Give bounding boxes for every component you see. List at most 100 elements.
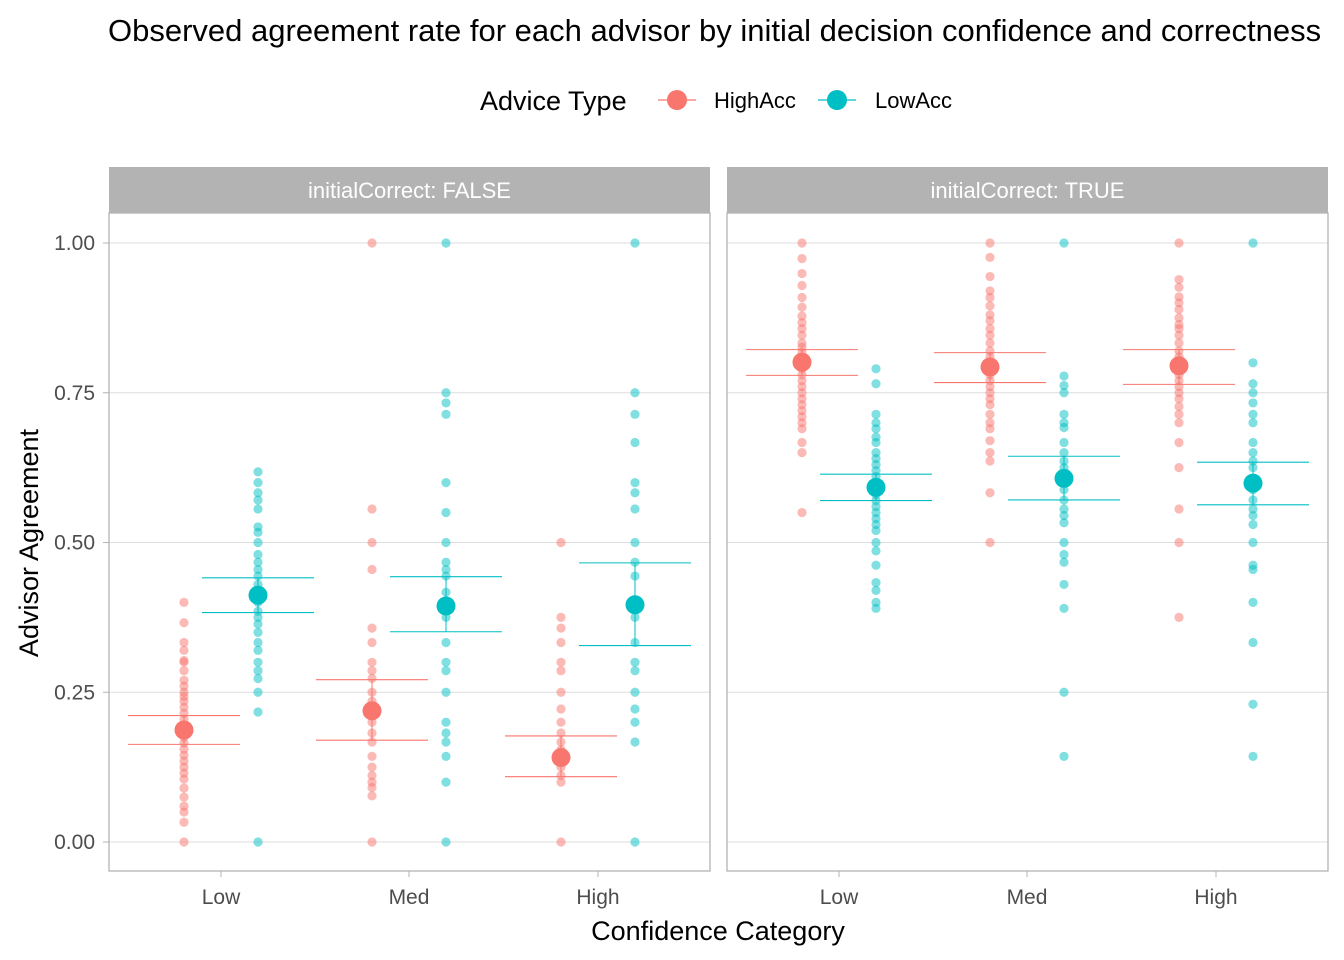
series-lowacc bbox=[202, 238, 691, 847]
mean-point bbox=[1243, 473, 1263, 493]
data-point bbox=[985, 400, 995, 410]
data-point bbox=[441, 478, 451, 488]
data-point bbox=[1059, 437, 1069, 448]
data-point bbox=[630, 537, 640, 548]
data-point bbox=[179, 817, 189, 827]
data-point bbox=[985, 316, 995, 326]
data-point bbox=[367, 673, 377, 684]
data-point bbox=[1248, 388, 1258, 398]
data-point bbox=[1248, 597, 1258, 608]
data-point bbox=[630, 687, 640, 697]
data-point bbox=[556, 837, 566, 847]
data-point bbox=[367, 837, 377, 847]
data-point bbox=[1059, 579, 1069, 590]
data-point bbox=[797, 324, 807, 334]
data-point bbox=[253, 619, 263, 629]
data-point bbox=[441, 728, 451, 738]
data-point bbox=[1059, 448, 1069, 458]
data-point bbox=[556, 612, 566, 622]
data-point bbox=[441, 737, 451, 747]
legend: Advice Type HighAcc LowAcc bbox=[480, 86, 952, 116]
data-point bbox=[1174, 324, 1184, 334]
series-highacc bbox=[128, 238, 617, 847]
data-point bbox=[1174, 298, 1184, 308]
data-point bbox=[367, 782, 377, 793]
data-point bbox=[253, 564, 263, 575]
facet-strip bbox=[109, 167, 710, 213]
data-point bbox=[630, 704, 640, 714]
data-point bbox=[1174, 338, 1184, 348]
data-point bbox=[441, 637, 451, 648]
data-point bbox=[253, 557, 263, 567]
data-point bbox=[1248, 238, 1258, 248]
data-point bbox=[985, 238, 995, 248]
data-point bbox=[797, 330, 807, 340]
data-point bbox=[179, 774, 189, 784]
data-point bbox=[367, 623, 377, 633]
data-point bbox=[985, 338, 995, 348]
data-point bbox=[1059, 371, 1069, 381]
y-tick-label: 0.00 bbox=[54, 831, 95, 854]
x-tick-label: Med bbox=[389, 886, 430, 909]
facet-strip bbox=[727, 167, 1328, 213]
data-point bbox=[1059, 518, 1069, 528]
data-point bbox=[1174, 330, 1184, 340]
data-point bbox=[797, 448, 807, 458]
data-point bbox=[1248, 456, 1258, 466]
mean-point bbox=[362, 701, 382, 721]
data-point bbox=[441, 666, 451, 676]
data-point bbox=[1059, 504, 1069, 514]
legend-label-lowacc: LowAcc bbox=[875, 88, 952, 113]
data-point bbox=[630, 657, 640, 667]
data-point bbox=[1248, 398, 1258, 408]
y-tick-label: 0.25 bbox=[54, 681, 95, 704]
data-point bbox=[797, 238, 807, 248]
data-point bbox=[871, 424, 881, 434]
data-point bbox=[1059, 409, 1069, 419]
data-point bbox=[367, 537, 377, 548]
mean-point bbox=[174, 720, 194, 740]
mean-point bbox=[248, 585, 268, 605]
data-point bbox=[179, 783, 189, 793]
data-point bbox=[253, 627, 263, 637]
data-point bbox=[985, 409, 995, 419]
data-point bbox=[871, 578, 881, 588]
legend-item-highacc: HighAcc bbox=[658, 88, 796, 113]
data-point bbox=[871, 603, 881, 613]
data-point bbox=[441, 409, 451, 419]
mean-point bbox=[1169, 356, 1189, 376]
data-point bbox=[179, 792, 189, 802]
data-point bbox=[441, 537, 451, 548]
data-point bbox=[630, 488, 640, 498]
data-point bbox=[253, 537, 263, 548]
y-axis-title: Advisor Agreement bbox=[14, 428, 44, 657]
mean-point bbox=[866, 477, 886, 497]
data-point bbox=[871, 560, 881, 570]
data-point bbox=[1174, 409, 1184, 419]
data-point bbox=[253, 645, 263, 655]
data-point bbox=[441, 557, 451, 567]
data-point bbox=[1248, 418, 1258, 428]
data-point bbox=[441, 777, 451, 787]
data-point bbox=[367, 791, 377, 801]
mean-point bbox=[980, 357, 1000, 377]
data-point bbox=[985, 301, 995, 311]
data-point bbox=[441, 398, 451, 408]
data-point bbox=[1248, 537, 1258, 548]
data-point bbox=[1174, 304, 1184, 315]
data-point bbox=[1248, 379, 1258, 389]
data-point bbox=[1059, 687, 1069, 697]
mean-point bbox=[792, 352, 812, 372]
data-point bbox=[1248, 564, 1258, 575]
data-point bbox=[1248, 751, 1258, 761]
facet-panel: initialCorrect: FALSE bbox=[108, 167, 711, 872]
data-point bbox=[1059, 549, 1069, 560]
data-point bbox=[441, 687, 451, 697]
y-tick-label: 0.50 bbox=[54, 532, 95, 555]
data-point bbox=[871, 437, 881, 448]
data-point bbox=[985, 448, 995, 458]
data-point bbox=[253, 467, 263, 477]
data-point bbox=[556, 537, 566, 548]
data-point bbox=[179, 837, 189, 847]
